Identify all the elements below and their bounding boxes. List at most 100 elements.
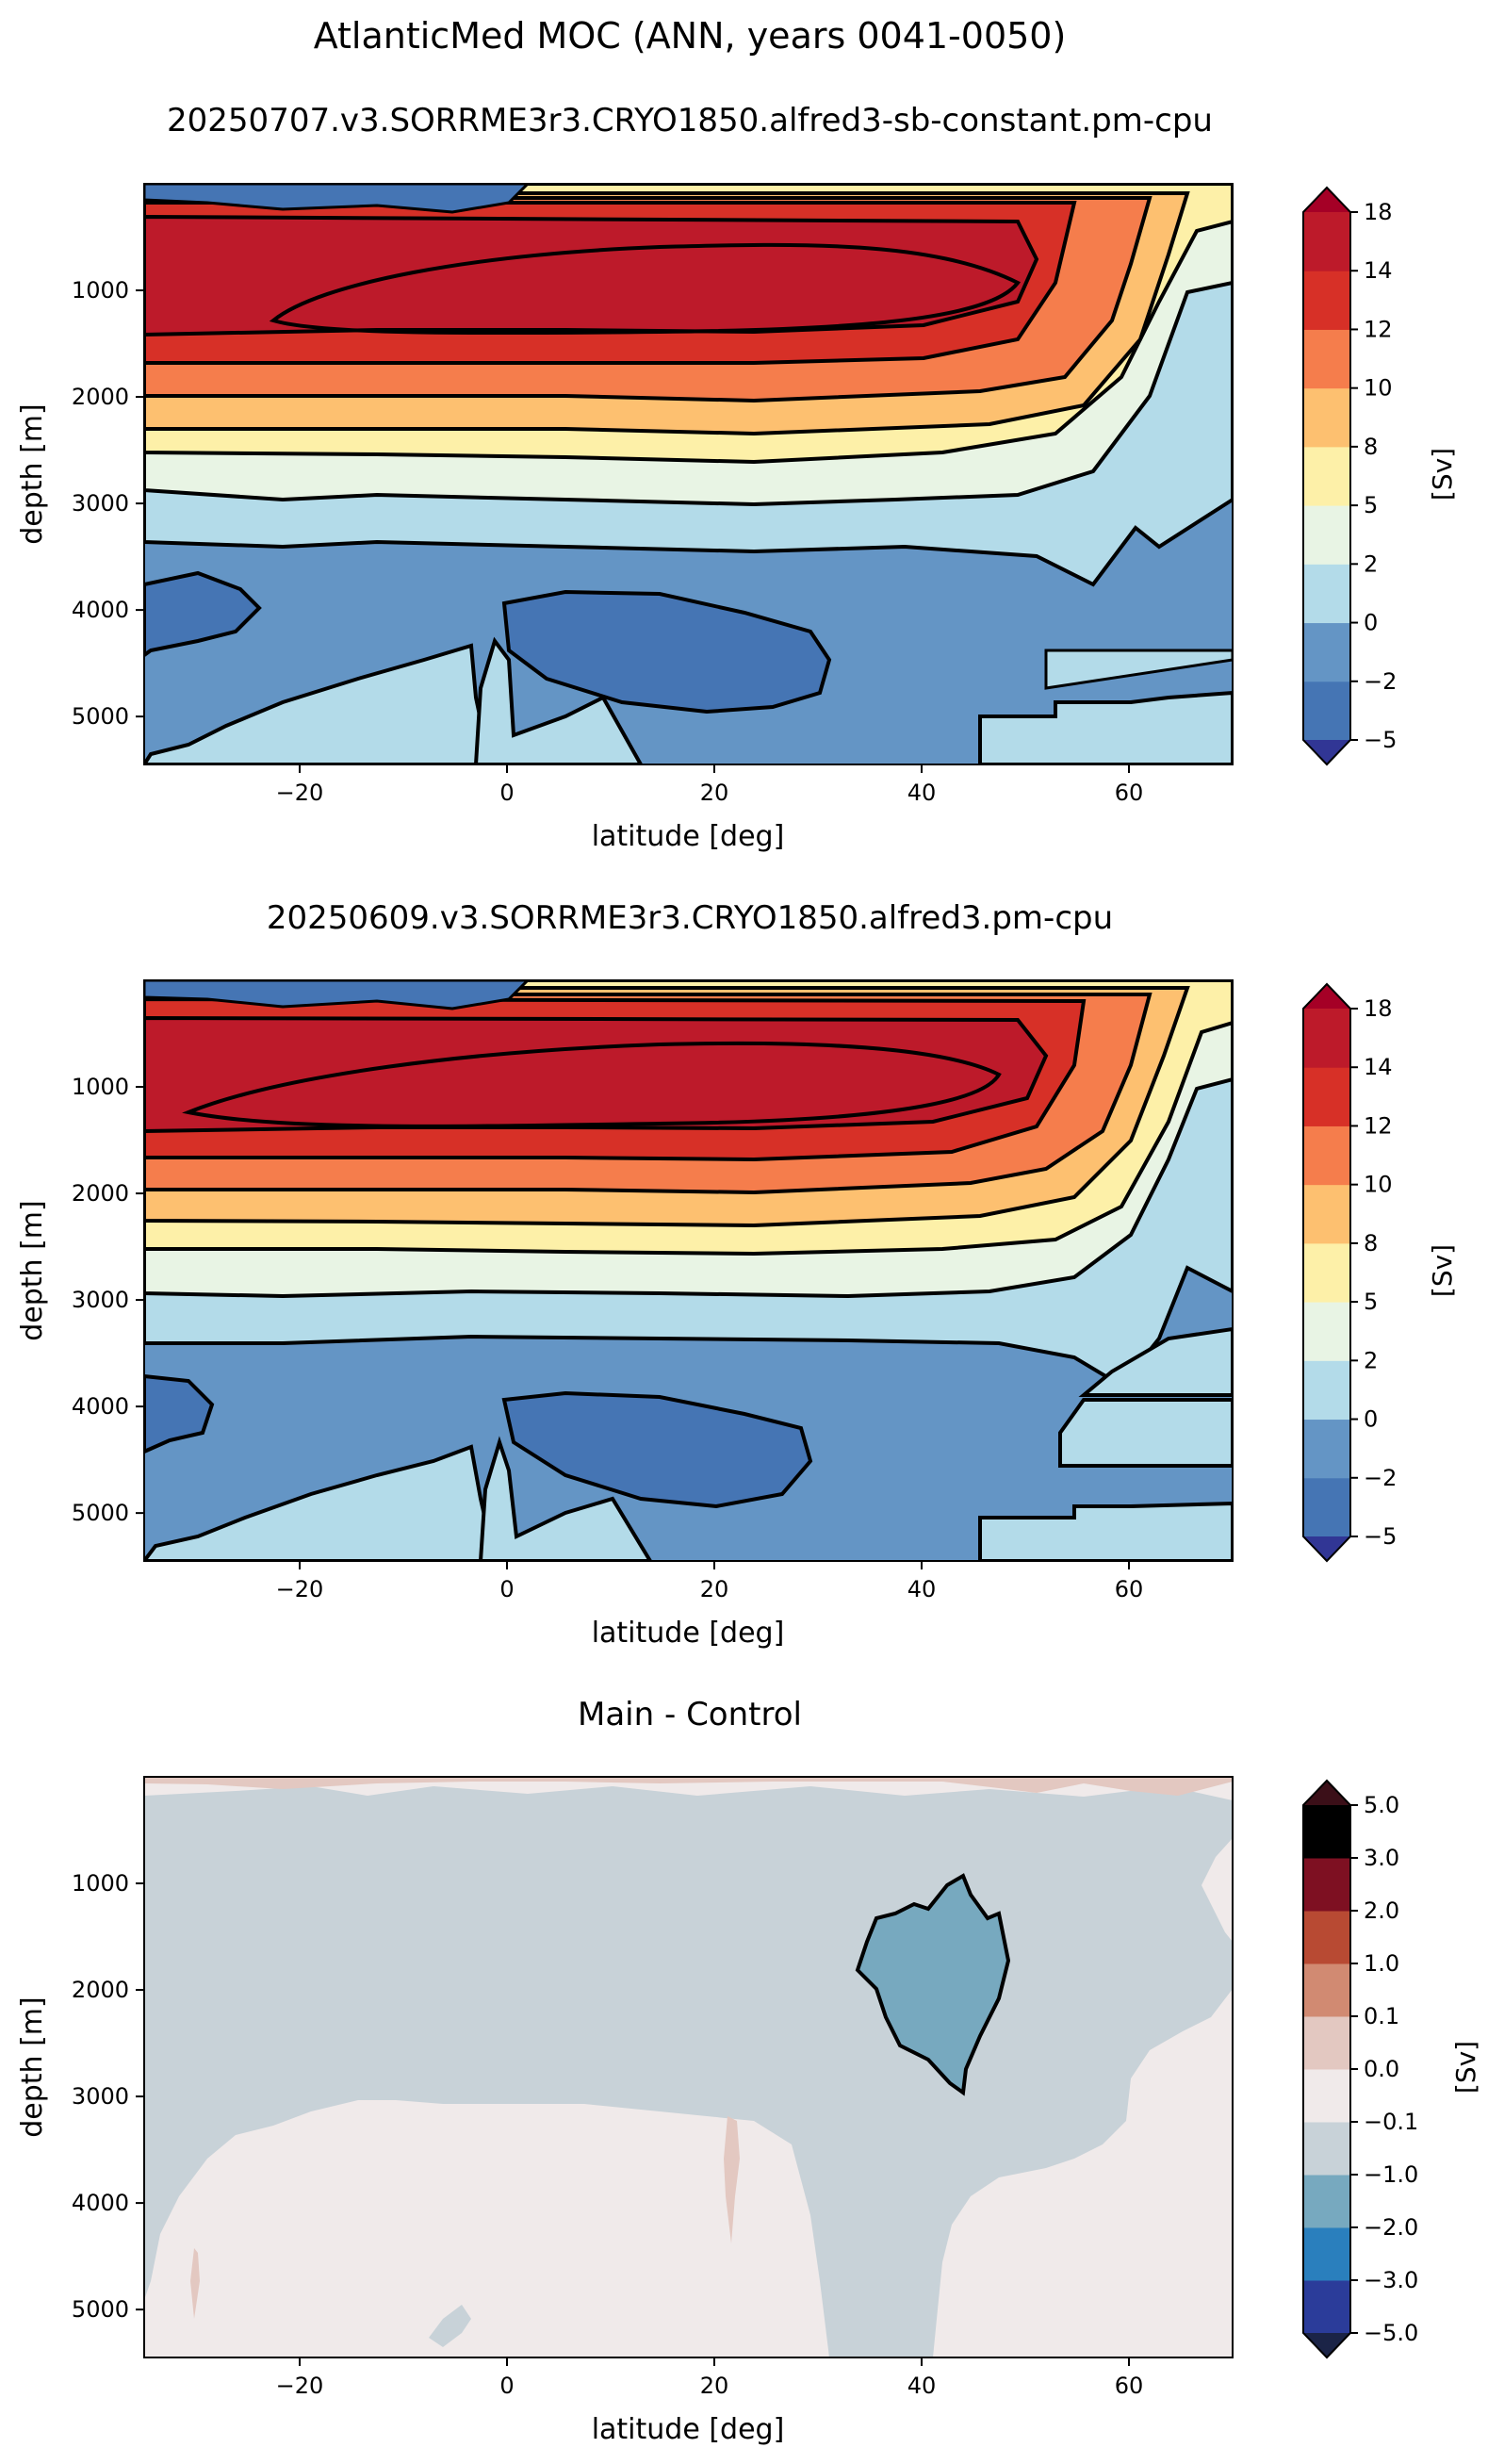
fill-region-core-16 [181,1041,1002,1128]
y-tick-label: 4000 [72,1393,129,1420]
x-axis-label: latitude [deg] [592,2413,785,2446]
y-axis-label: depth [m] [16,403,49,545]
colorbar-bin [1303,1184,1350,1244]
colorbar-tick-label: 2 [1364,1347,1378,1373]
fill-region-northern-deep [978,1501,1233,1561]
x-tick-label: 20 [700,1576,729,1602]
panel-title: 20250609.v3.SORRME3r3.CRYO1850.alfred3.p… [267,899,1113,937]
y-tick-label: 3000 [72,2083,129,2110]
x-tick-label: 20 [700,2373,729,2399]
colorbar: −5 −2 0 2 5 8 10 12 14 18 [1302,186,1397,766]
x-tick-label: −20 [276,780,324,806]
colorbar-tick-label: 2.0 [1364,1897,1399,1924]
fill-region-aabw-core [501,1390,813,1509]
colorbar-tick-label: 12 [1364,316,1393,342]
fill-region-surface-positive [144,1777,1233,1796]
panel-bottom: Main - Control −20 0 20 40 60 latitude [deg]… [16,1696,1481,2446]
colorbar-tick-label: 1.0 [1364,1950,1399,1977]
x-tick-label: 40 [907,780,937,806]
colorbar-label: [Sv] [1427,1244,1458,1297]
colorbar-bin [1303,1067,1350,1126]
x-tick-label: 0 [499,780,514,806]
fill-region-aabw-west [144,1373,215,1454]
colorbar-bin [1303,2122,1350,2176]
plot-frame [143,979,1234,1562]
colorbar-bin [1303,271,1350,330]
x-tick-label: 60 [1115,2373,1144,2399]
colorbar: −5 −2 0 2 5 8 10 12 14 18 [1302,982,1397,1563]
colorbar-tick-label: −5.0 [1364,2320,1418,2346]
colorbar-bin [1303,1858,1350,1912]
colorbar-extend-max [1303,1781,1350,1805]
colorbar: −5.0 −3.0 −2.0 −1.0 −0.1 0.0 0.1 1.0 2.0 3.0 5.0 [1302,1779,1418,2359]
colorbar-label: [Sv] [1427,448,1458,501]
x-ticks: −20 0 20 40 60 [276,1561,1143,1602]
y-tick-label: 4000 [72,2190,129,2216]
x-tick-label: 40 [907,1576,937,1602]
fill-region-lens-14 [144,1015,1049,1134]
colorbar-bin [1303,1360,1350,1421]
colorbar-tick-label: 5.0 [1364,1792,1399,1818]
x-ticks: −20 0 20 40 60 [276,764,1144,806]
colorbar-extend-min [1303,740,1350,764]
y-ticks: 1000 2000 3000 4000 5000 [72,277,144,730]
colorbar-tick-label: 5 [1364,1289,1378,1315]
colorbar-bin [1303,505,1350,565]
colorbar-tick-label: −5 [1364,1523,1397,1550]
x-tick-label: 0 [499,1576,514,1602]
x-tick-label: 40 [907,2373,937,2399]
colorbar-bin [1303,1805,1350,1859]
colorbar-extend-max [1303,188,1350,212]
y-tick-label: 5000 [72,2296,129,2323]
fill-region-bottom-positive-mid [478,1436,653,1561]
fill-region-northern-deep [978,690,1233,764]
x-axis: −20 0 20 40 60 latitude [deg] [276,764,1144,853]
colorbar-tick-label: −2.0 [1364,2214,1418,2241]
colorbar-tick-label: 18 [1364,995,1393,1022]
fill-region-northern-strip-1 [1058,1398,1233,1468]
y-axis: 1000 2000 3000 4000 5000 depth [m] [16,277,144,730]
colorbar-tick-label: −2 [1364,668,1397,695]
x-tick-label: 60 [1115,780,1144,806]
panel-title: Main - Control [578,1696,802,1733]
colorbar-bin [1303,681,1350,741]
y-tick-label: 5000 [72,703,129,730]
x-tick-label: −20 [276,2373,324,2399]
y-axis-label: depth [m] [16,1996,49,2138]
colorbar-bin [1303,2175,1350,2228]
colorbar-tick-label: 18 [1364,199,1393,225]
colorbar-label: [Sv] [1450,2041,1481,2094]
fill-region-positive-spike [724,2116,740,2243]
colorbar-bin [1303,1963,1350,2017]
fill-region-positive-spike-south [190,2248,200,2319]
x-axis-label: latitude [deg] [592,1617,785,1650]
fill-region-negative-anomaly [855,1873,1011,2096]
colorbar-tick-label: 10 [1364,375,1393,402]
colorbar-bin [1303,2280,1350,2334]
figure-suptitle: AtlanticMed MOC (ANN, years 0041-0050) [314,15,1067,57]
fill-region-core-16 [269,242,1022,336]
x-tick-label: 20 [700,780,729,806]
colorbar-tick-label: 5 [1364,492,1378,518]
fill-region-northern-strip [1044,649,1233,690]
fill-region-aabw-core [501,589,832,715]
y-tick-label: 4000 [72,597,129,623]
y-tick-label: 1000 [72,1870,129,1897]
colorbar-extend-min [1303,1536,1350,1561]
y-tick-label: 1000 [72,1074,129,1100]
y-axis: 1000 2000 3000 4000 5000 depth [m] [16,1870,144,2323]
colorbar-bin [1303,1009,1350,1068]
colorbar-tick-label: 14 [1364,1054,1393,1080]
colorbar-tick-label: 14 [1364,257,1393,284]
y-tick-label: 3000 [72,1287,129,1313]
colorbar-tick-label: 10 [1364,1172,1393,1198]
plot-frame [143,183,1234,765]
y-ticks: 1000 2000 3000 4000 5000 [72,1870,144,2323]
colorbar-bin [1303,564,1350,624]
x-tick-label: 0 [499,2373,514,2399]
colorbar-bin [1303,622,1350,682]
x-ticks: −20 0 20 40 60 [276,2357,1144,2399]
y-ticks: 1000 2000 3000 4000 5000 [72,1074,144,1526]
x-axis-label: latitude [deg] [592,820,785,853]
fill-region-surface-cells [144,980,531,1010]
